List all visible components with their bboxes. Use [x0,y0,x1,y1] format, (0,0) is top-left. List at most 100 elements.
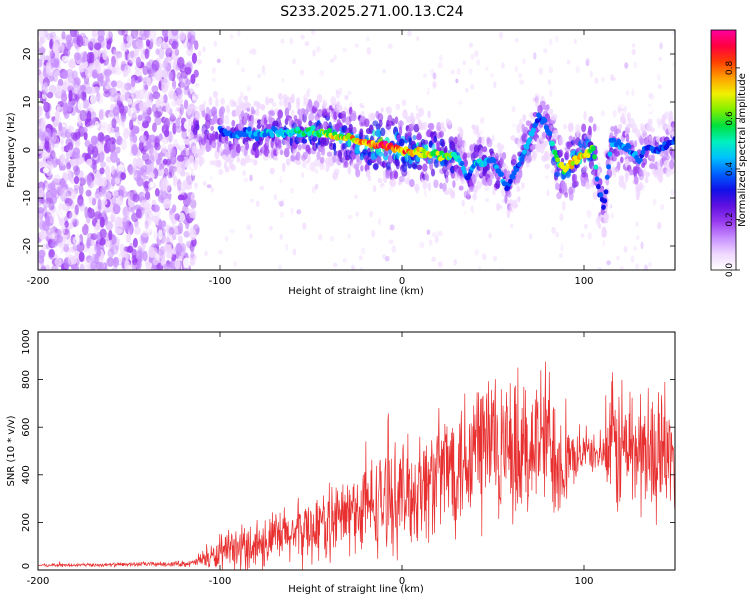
spectral-cell [212,175,219,184]
spectral-cell [362,100,369,107]
spectral-cell [250,47,255,54]
spectral-cell [353,194,358,200]
spectral-cell [347,139,351,148]
spectral-cell [633,95,639,105]
spectral-cell [188,103,195,110]
colorbar-gradient [710,29,737,271]
spectral-cell [157,37,163,46]
spectral-cell [198,50,202,57]
spectral-cell [39,50,45,62]
spectral-cell [407,131,412,137]
spectral-cell [118,185,127,193]
spectral-cell [87,65,93,74]
spectral-cell [600,110,606,117]
spectral-cell [544,175,549,180]
spectral-cell [75,94,80,103]
spectral-cell [517,196,521,203]
spectral-cell [302,151,309,160]
spectral-cell [484,66,489,71]
spectral-cell [49,212,55,224]
spectral-cell [38,69,42,76]
spectral-cell [402,109,408,120]
spectral-cell [157,189,166,201]
spectral-cell [269,167,275,175]
spectral-cell [204,250,209,257]
spectral-cell [309,161,316,172]
spectral-cell [594,77,599,84]
spectral-cell [85,189,92,197]
spectral-cell [466,152,471,159]
spectral-cell [424,85,429,94]
spectral-cell [633,245,637,251]
spectral-cell [167,144,173,154]
spectral-cell [670,189,675,196]
spectral-cell [257,73,262,79]
spectral-cell [175,200,181,210]
spectral-cell [453,136,458,145]
spectral-cell [132,193,140,203]
spectral-cell [439,230,443,237]
spectral-cell [311,30,316,35]
spectral-cell [62,203,70,211]
spectral-cell [380,185,387,193]
spectral-cell [40,265,47,270]
spectral-cell [187,227,196,235]
y-tick-label: -20 [22,238,33,254]
spectral-cell [105,39,112,50]
spectral-cell [292,248,297,256]
spectral-cell [67,78,75,88]
spectral-cell [552,196,557,203]
spectral-cell [436,121,442,132]
spectral-cell [158,133,163,142]
spectral-cell [42,167,50,174]
spectral-cell [395,103,401,110]
spectral-cell [163,94,168,104]
spectral-cell [523,126,529,134]
spectral-cell [508,199,514,205]
spectral-cell [476,180,482,190]
spectral-cell [244,154,251,164]
spectral-cell [614,185,619,191]
spectral-cell [111,234,117,246]
spectral-cell [190,73,196,85]
spectral-cell [633,61,638,69]
spectral-cell [145,203,153,215]
spectral-cell [256,100,260,111]
spectral-cell [585,181,591,190]
spectral-cell [42,82,49,93]
spectral-cell [472,174,477,185]
spectral-cell [134,226,141,236]
spectral-cell [177,235,183,243]
spectral-cell [376,155,382,165]
spectral-cell [178,212,186,223]
spectral-cell [387,43,393,49]
spectral-cell [500,144,505,150]
spectral-cell [323,120,327,128]
spectral-cell [96,92,104,105]
spectral-cell [86,174,93,186]
spectral-cell [587,232,592,240]
spectral-cell [163,263,171,270]
spectral-cell [587,125,592,136]
spectral-cell [110,244,119,255]
spectral-cell [138,101,147,112]
spectral-cell [98,109,104,120]
spectral-cell [193,40,199,50]
spectral-cell [101,199,108,206]
spectral-cell [217,249,223,255]
spectral-cell [399,138,405,147]
spectral-cell [60,163,66,171]
spectral-cell [149,251,156,259]
spectral-cell [72,70,78,80]
spectral-cell [91,180,96,188]
spectral-cell [518,73,523,78]
spectral-cell [649,93,655,101]
spectral-cell [256,119,262,125]
spectral-cell [232,260,238,268]
spectral-cell [316,108,323,118]
spectral-cell [80,215,86,227]
spectral-cell [554,171,561,178]
y-tick-label: 600 [21,418,32,437]
spectral-peak [593,164,599,170]
spectral-cell [260,103,266,111]
